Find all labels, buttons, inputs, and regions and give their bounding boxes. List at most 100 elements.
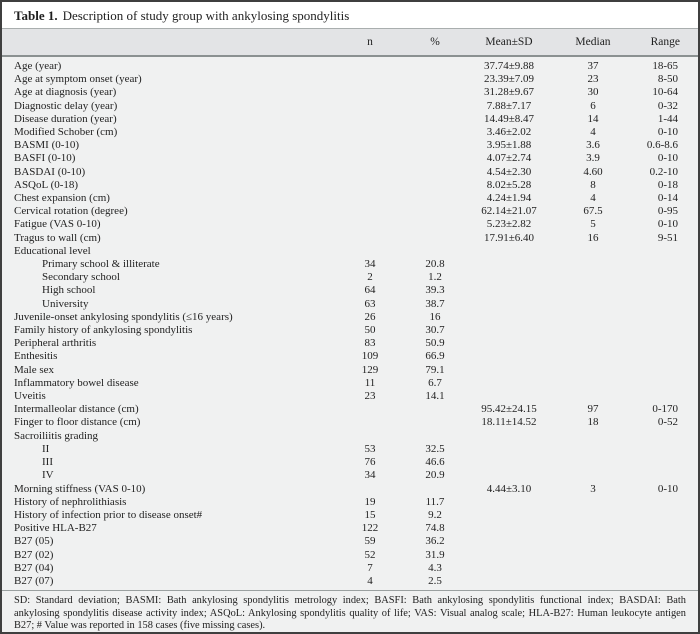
cell-n [340,73,400,86]
cell-range [638,271,698,284]
cell-percent [400,139,470,152]
cell-percent [400,179,470,192]
cell-percent [400,86,470,99]
row-label: ASQoL (0-18) [14,178,79,191]
cell-n [340,113,400,126]
cell-mean-sd [470,350,548,363]
row-label: B27 (07) [14,574,54,587]
column-header-mean-sd: Mean±SD [470,28,548,57]
cell-range: 0-95 [657,205,678,218]
cell-range [638,535,698,548]
table-title-number: Table 1. [14,8,58,23]
cell-median: 3.9 [586,152,600,165]
cell-percent [400,232,470,245]
cell-n: 23 [364,390,376,403]
cell-percent: 32.5 [425,442,445,455]
cell-range [638,469,698,482]
cell-n: 53 [364,442,376,455]
cell-range [638,562,698,575]
cell-median [548,430,638,443]
table-row: Finger to floor distance (cm) 18.11±14.5… [2,416,698,429]
row-label: BASMI (0-10) [14,139,80,152]
row-label: Family history of ankylosing spondylitis [14,324,193,337]
row-label: B27 (02) [14,548,54,561]
cell-n: 4 [367,574,373,587]
cell-range [638,337,698,350]
row-label: Age at diagnosis (year) [14,86,117,99]
cell-median [548,469,638,482]
cell-n: 76 [364,456,376,469]
cell-mean-sd [470,364,548,377]
cell-mean-sd [470,469,548,482]
row-label: Secondary school [42,271,120,284]
table-row: Age at symptom onset (year) 23.39±7.09 2… [2,73,698,86]
cell-median [548,298,638,311]
cell-range [638,430,698,443]
cell-median: 67.5 [583,205,603,218]
row-label: Primary school & illiterate [42,258,160,271]
cell-n: 15 [364,508,376,521]
table-row: University 63 38.7 [2,298,698,311]
cell-range [638,350,698,363]
cell-n [340,232,400,245]
table-row: Chest expansion (cm) 4.24±1.94 4 0-14 [2,192,698,205]
cell-n: 109 [361,350,379,363]
cell-mean-sd: 4.07±2.74 [486,152,532,165]
cell-mean-sd: 4.24±1.94 [486,192,532,205]
cell-mean-sd: 7.88±7.17 [486,99,532,112]
cell-n: 34 [364,469,376,482]
row-label: IV [42,469,54,482]
row-label: B27 (04) [14,561,54,574]
cell-percent: 50.9 [425,337,445,350]
table-title: Table 1. Description of study group with … [2,2,698,28]
table-row: Morning stiffness (VAS 0-10) 4.44±3.10 3… [2,483,698,496]
cell-median: 97 [587,403,599,416]
cell-percent: 16 [429,310,441,323]
row-label: Intermalleolar distance (cm) [14,403,139,416]
cell-range [638,522,698,535]
cell-range [638,549,698,562]
row-label: II [42,442,50,455]
cell-median: 3.6 [586,139,600,152]
table-row: Disease duration (year) 14.49±8.47 14 1-… [2,113,698,126]
row-label: BASDAI (0-10) [14,165,86,178]
table-header: n % Mean±SD Median Range [2,28,698,57]
cell-range [638,245,698,258]
cell-n: 52 [364,548,376,561]
table-row: B27 (07) 4 2.5 [2,575,698,588]
cell-n [340,86,400,99]
cell-mean-sd: 95.42±24.15 [481,403,537,416]
cell-median [548,456,638,469]
table-row: Fatigue (VAS 0-10) 5.23±2.82 5 0-10 [2,218,698,231]
cell-mean-sd [470,509,548,522]
column-header-percent: % [400,28,470,57]
cell-range: 0-10 [657,482,678,495]
cell-n [340,166,400,179]
cell-mean-sd [470,496,548,509]
row-label: Educational level [14,244,91,257]
cell-median: 5 [590,218,596,231]
cell-percent: 46.6 [425,456,445,469]
cell-median [548,549,638,562]
cell-mean-sd [470,390,548,403]
cell-mean-sd [470,535,548,548]
row-label: BASFI (0-10) [14,152,76,165]
table-row: B27 (02) 52 31.9 [2,549,698,562]
cell-median [548,509,638,522]
cell-range [638,390,698,403]
cell-n [340,245,400,258]
cell-percent: 79.1 [425,363,445,376]
row-label: Chest expansion (cm) [14,192,110,205]
table-row: Juvenile-onset ankylosing spondylitis (≤… [2,311,698,324]
cell-median [548,390,638,403]
cell-percent [400,113,470,126]
row-label: Sacroiliitis grading [14,429,99,442]
table-row: ASQoL (0-18) 8.02±5.28 8 0-18 [2,179,698,192]
cell-range: 0-10 [657,152,678,165]
cell-range: 1-44 [657,112,678,125]
table-row: Modified Schober (cm) 3.46±2.02 4 0-10 [2,126,698,139]
cell-mean-sd [470,522,548,535]
cell-percent: 9.2 [428,508,442,521]
cell-median: 4 [590,126,596,139]
row-label: Disease duration (year) [14,112,117,125]
